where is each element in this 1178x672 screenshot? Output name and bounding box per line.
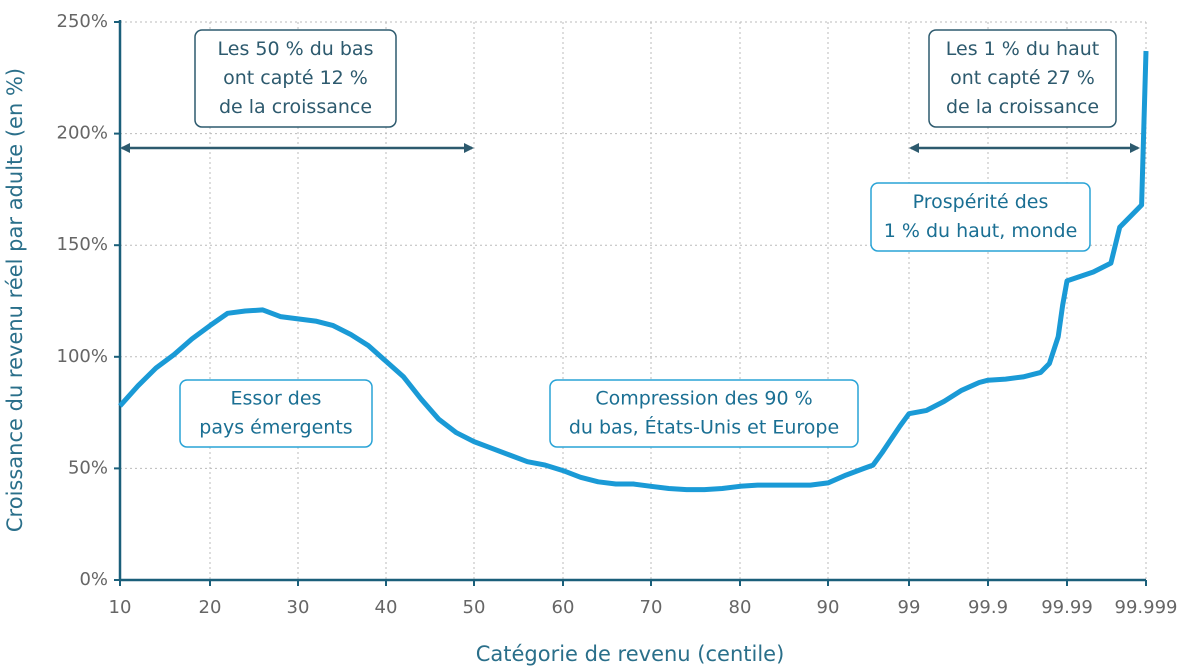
x-tick-label: 99 <box>898 597 921 618</box>
x-tick-label: 99.999 <box>1115 597 1178 618</box>
annotation-text: ont capté 12 % <box>223 67 368 89</box>
annotation-text: de la croissance <box>219 96 372 118</box>
annotation-box <box>928 29 1117 128</box>
annotation-text: Les 1 % du haut <box>946 38 1099 60</box>
x-tick-label: 99.9 <box>968 597 1008 618</box>
annotation-text: de la croissance <box>946 96 1099 118</box>
x-tick-label: 50 <box>463 597 486 618</box>
y-tick-label: 0% <box>79 569 108 590</box>
x-tick-label: 80 <box>729 597 752 618</box>
y-tick-label: 200% <box>57 123 108 144</box>
y-tick-label: 250% <box>57 11 108 32</box>
x-tick-label: 60 <box>552 597 575 618</box>
y-tick-label: 50% <box>68 457 108 478</box>
x-tick-label: 10 <box>109 597 132 618</box>
annotation-text: ont capté 27 % <box>950 67 1095 89</box>
x-tick-label: 90 <box>817 597 840 618</box>
y-tick-label: 150% <box>57 234 108 255</box>
y-axis-label: Croissance du revenu réel par adulte (en… <box>3 68 27 532</box>
annotation-box <box>179 379 373 448</box>
annotation-text: Les 50 % du bas <box>218 38 374 60</box>
x-tick-label: 30 <box>287 597 310 618</box>
x-tick-label: 40 <box>375 597 398 618</box>
annotation-text: pays émergents <box>199 417 352 439</box>
annotation-text: Prospérité des <box>913 191 1049 213</box>
data-line <box>118 50 1149 493</box>
x-tick-label: 99.99 <box>1041 597 1093 618</box>
annotation-text: Essor des <box>231 388 322 410</box>
x-axis-label: Catégorie de revenu (centile) <box>476 642 785 666</box>
annotation-box <box>194 29 397 128</box>
annotation-box <box>870 182 1091 252</box>
annotation-text: Compression des 90 % <box>595 388 812 410</box>
annotation-text: du bas, États-Unis et Europe <box>569 416 839 439</box>
x-tick-label: 70 <box>640 597 663 618</box>
annotation-box <box>549 379 859 448</box>
y-tick-label: 100% <box>57 346 108 367</box>
annotation-text: 1 % du haut, monde <box>884 220 1078 242</box>
x-tick-label: 20 <box>199 597 222 618</box>
